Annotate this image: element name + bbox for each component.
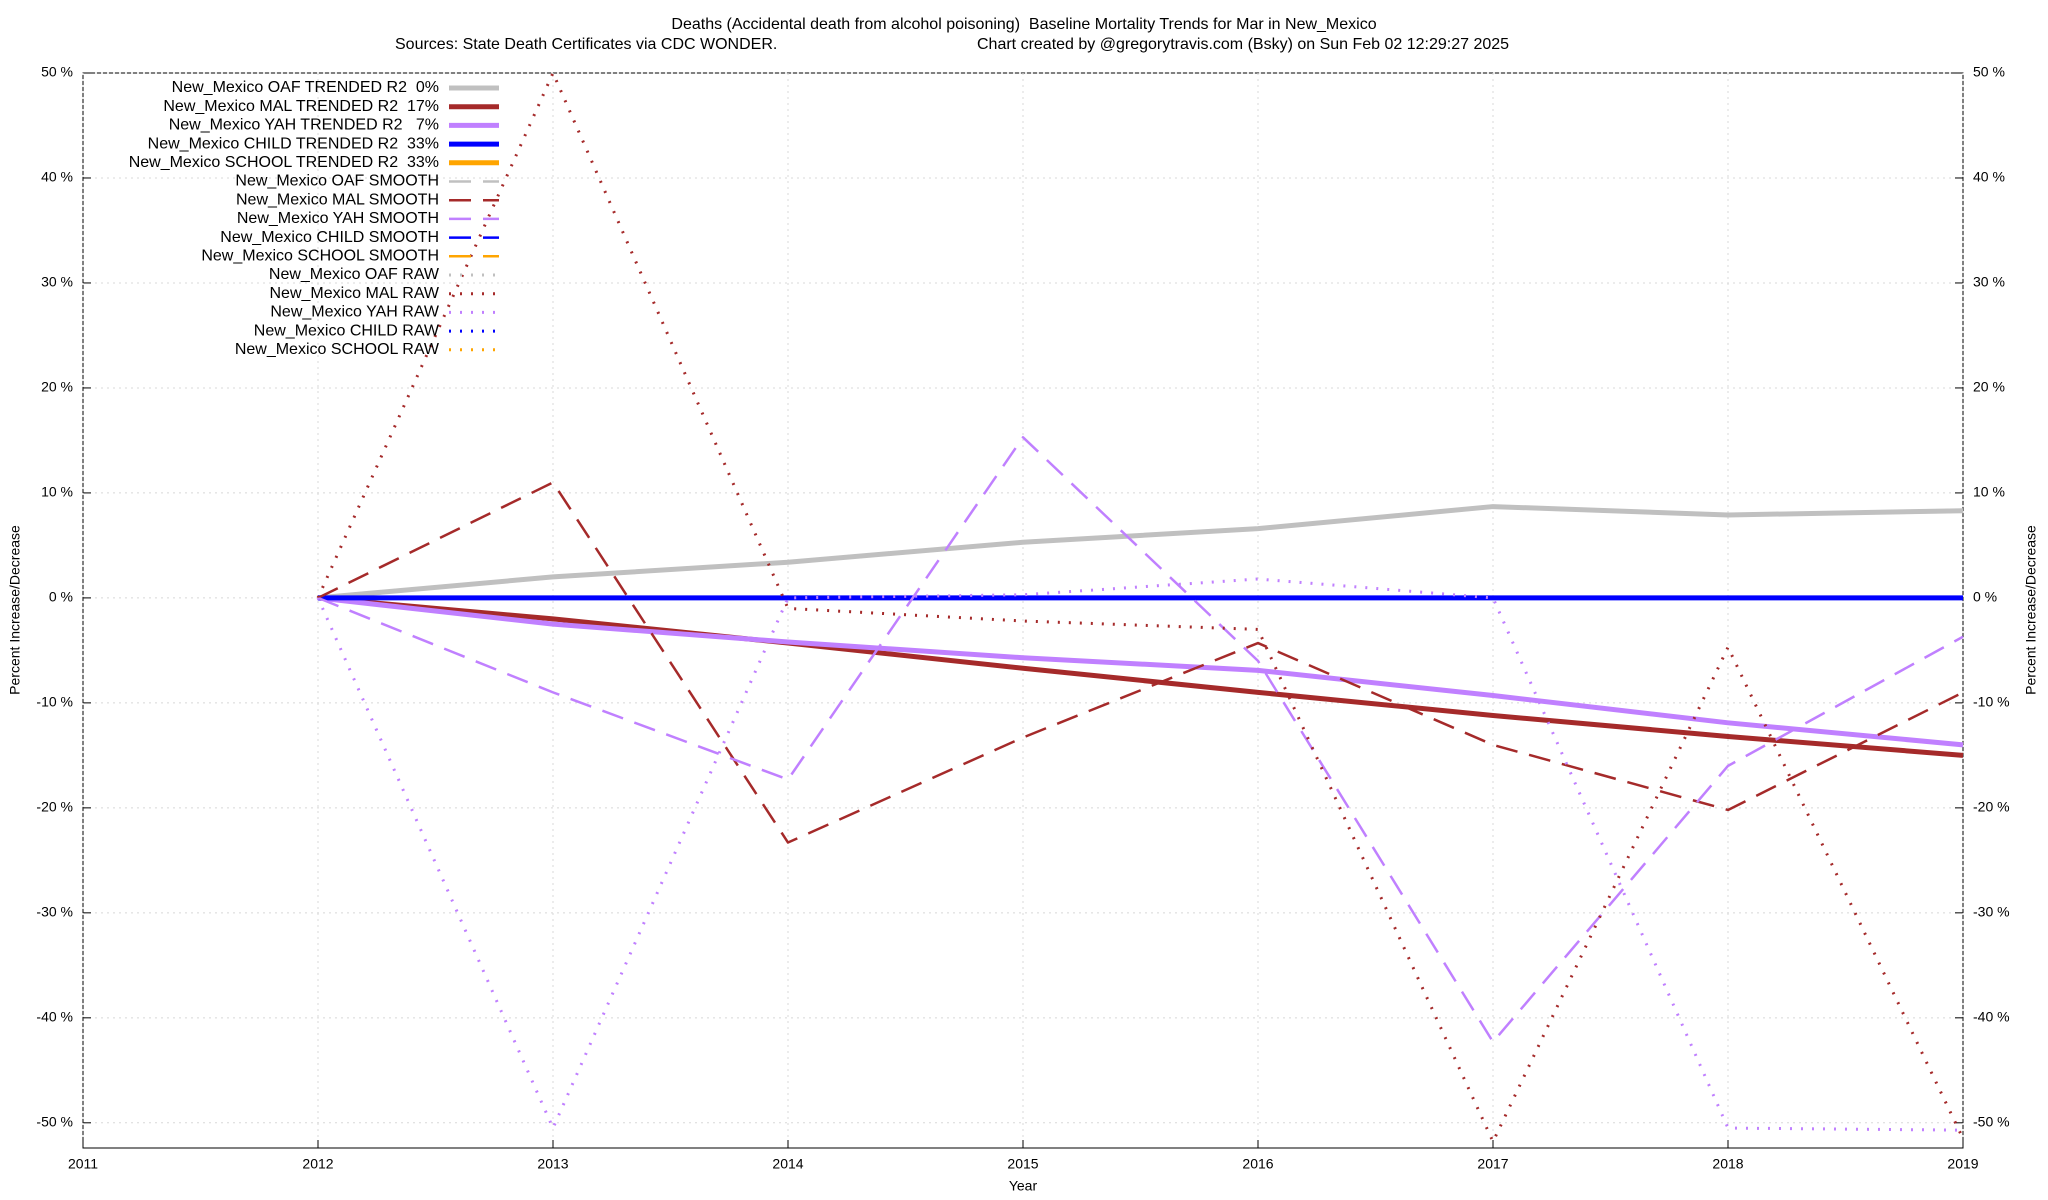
x-tick-label: 2019 — [1947, 1156, 1978, 1172]
chart-subtitle: Chart created by @gregorytravis.com (Bsk… — [977, 36, 1509, 53]
y-tick-label: -50 % — [36, 1114, 73, 1130]
y-tick-label: -40 % — [36, 1009, 73, 1025]
y2-axis-label: Percent Increase/Decrease — [2023, 525, 2039, 695]
legend-label: New_Mexico MAL SMOOTH — [236, 191, 439, 208]
x-tick-label: 2012 — [302, 1156, 333, 1172]
y-tick-label: 30 % — [41, 274, 73, 290]
chart-title: Deaths (Accidental death from alcohol po… — [671, 16, 1376, 33]
chart-subtitle: Sources: State Death Certificates via CD… — [395, 36, 777, 53]
series-line — [317, 481, 1964, 844]
y-tick-label: 0 % — [49, 589, 73, 605]
x-tick-label: 2013 — [537, 1156, 568, 1172]
y2-tick-label: -10 % — [1973, 694, 2010, 710]
series-line — [317, 436, 1964, 1044]
y-tick-label: 40 % — [41, 169, 73, 185]
x-tick-label: 2011 — [68, 1156, 98, 1172]
x-tick-label: 2014 — [772, 1156, 803, 1172]
legend-label: New_Mexico CHILD SMOOTH — [220, 229, 439, 246]
legend-label: New_Mexico MAL RAW — [269, 285, 439, 302]
y2-tick-label: 40 % — [1973, 169, 2005, 185]
y2-tick-label: 30 % — [1973, 274, 2005, 290]
y2-tick-label: 10 % — [1973, 484, 2005, 500]
y-tick-label: -10 % — [36, 694, 73, 710]
legend-label: New_Mexico YAH RAW — [270, 304, 440, 321]
legend-label: New_Mexico CHILD RAW — [254, 322, 440, 339]
x-tick-label: 2016 — [1242, 1156, 1273, 1172]
y-tick-label: 50 % — [41, 64, 73, 80]
legend-label: New_Mexico OAF SMOOTH — [235, 173, 439, 190]
y-tick-label: 20 % — [41, 379, 73, 395]
series-line — [317, 504, 1964, 601]
legend-label: New_Mexico SCHOOL RAW — [235, 341, 440, 358]
y2-tick-label: -50 % — [1973, 1114, 2010, 1130]
legend-label: New_Mexico SCHOOL TRENDED R2 33% — [129, 154, 439, 171]
x-tick-label: 2015 — [1007, 1156, 1038, 1172]
x-axis-label: Year — [1009, 1178, 1038, 1194]
legend-label: New_Mexico MAL TRENDED R2 17% — [163, 98, 439, 115]
legend-label: New_Mexico YAH SMOOTH — [237, 210, 439, 227]
y2-tick-label: 50 % — [1973, 64, 2005, 80]
x-tick-label: 2018 — [1712, 1156, 1743, 1172]
y-tick-label: -20 % — [36, 799, 73, 815]
series-line — [317, 595, 1964, 748]
y-axis-label: Percent Increase/Decrease — [7, 525, 23, 695]
x-tick-label: 2017 — [1477, 1156, 1508, 1172]
legend-label: New_Mexico OAF TRENDED R2 0% — [172, 79, 439, 96]
y2-tick-label: 0 % — [1973, 589, 1997, 605]
y2-tick-label: 20 % — [1973, 379, 2005, 395]
y2-tick-label: -20 % — [1973, 799, 2010, 815]
legend-label: New_Mexico CHILD TRENDED R2 33% — [148, 135, 439, 152]
legend-label: New_Mexico YAH TRENDED R2 7% — [169, 117, 439, 134]
y2-tick-label: -40 % — [1973, 1009, 2010, 1025]
y-tick-label: 10 % — [41, 484, 73, 500]
y-tick-label: -30 % — [36, 904, 73, 920]
series-line — [317, 595, 1964, 758]
y2-tick-label: -30 % — [1973, 904, 2010, 920]
legend-label: New_Mexico OAF RAW — [269, 266, 440, 283]
legend-label: New_Mexico SCHOOL SMOOTH — [201, 248, 439, 265]
series-line — [316, 71, 1965, 1144]
